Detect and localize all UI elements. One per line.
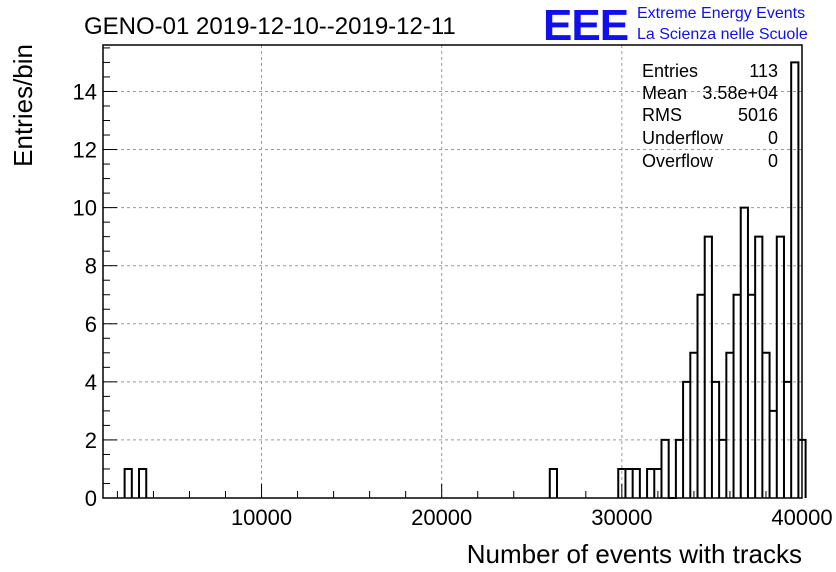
stats-underflow-label: Underflow [642,128,724,148]
histogram-bin [726,353,733,498]
histogram-bin [762,353,769,498]
grid [103,45,803,498]
y-tick-label: 2 [85,428,97,453]
histogram-bin [647,469,654,498]
y-tick-label: 4 [85,370,97,395]
stats-rms-label: RMS [642,105,682,125]
histogram-bin [698,295,705,498]
stats-overflow-label: Overflow [642,151,714,171]
x-tick-label: 30000 [591,505,652,530]
histogram-bin [550,469,557,498]
histogram-bin [676,440,683,498]
stats-underflow-value: 0 [768,128,778,148]
eee-logo-line2: La Scienza nelle Scuole [637,26,808,43]
stats-entries-label: Entries [642,61,698,81]
histogram-bin [777,237,784,498]
x-tick-label: 40000 [771,505,832,530]
histogram-bin [734,295,741,498]
histogram-bin [625,469,632,498]
histogram-outline [123,61,807,499]
axis-ticks [103,47,803,499]
stats-mean-value: 3.58e+04 [702,83,778,103]
stats-overflow-value: 0 [768,151,778,171]
eee-logo-letters: EEE [543,1,628,50]
histogram-bin [719,440,726,498]
plot-border [102,44,803,499]
histogram-bin [690,353,697,498]
tick-labels: 10000 20000 30000 40000 0 2 4 6 8 10 12 14 [73,79,833,530]
histogram-bars [123,61,807,499]
x-tick-label: 10000 [231,505,292,530]
y-tick-label: 14 [73,79,97,104]
stats-mean-label: Mean [642,83,687,103]
histogram-bin [125,469,132,498]
histogram-bin [770,411,777,498]
histogram-bin [661,440,668,498]
y-tick-label: 8 [85,254,97,279]
y-axis-label: Entries/bin [8,44,38,167]
eee-logo: EEE Extreme Energy Events La Scienza nel… [543,1,808,50]
x-tick-label: 20000 [411,505,472,530]
eee-logo-line1: Extreme Energy Events [637,5,805,22]
histogram-bin [741,208,748,498]
histogram-bin [705,237,712,498]
y-tick-label: 12 [73,138,97,163]
histogram-bin [748,295,755,498]
y-tick-label: 0 [85,486,97,511]
stats-box: Entries 113 Mean 3.58e+04 RMS 5016 Under… [642,61,778,171]
stats-entries-value: 113 [749,61,778,81]
stats-rms-value: 5016 [738,105,778,125]
histogram-bin [755,237,762,498]
x-axis-label: Number of events with tracks [467,539,802,569]
chart-title: GENO-01 2019-12-10--2019-12-11 [84,13,456,40]
plot-frame [102,44,803,499]
y-tick-label: 6 [85,312,97,337]
histogram-bin [633,469,640,498]
histogram-bin [791,62,798,498]
histogram-bin [139,469,146,498]
y-tick-label: 10 [73,196,97,221]
